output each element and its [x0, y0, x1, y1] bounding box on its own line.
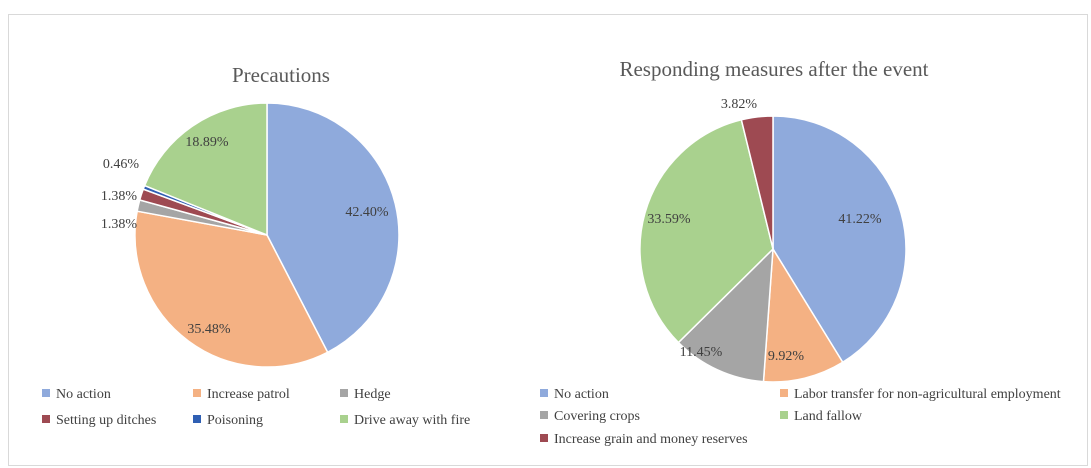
legend-item-setting-up-ditches: Setting up ditches	[42, 413, 156, 428]
legend-label: Poisoning	[207, 413, 263, 428]
legend-swatch	[540, 411, 548, 419]
data-label-no-action: 42.40%	[345, 205, 389, 220]
data-label-hedge: 1.38%	[101, 217, 138, 232]
legend-responding-measures: No action Labor transfer for non-agricult…	[540, 387, 1061, 447]
legend-item-increase-patrol: Increase patrol	[193, 387, 290, 402]
data-label-no-action: 41.22%	[838, 212, 882, 227]
legend-label: Hedge	[354, 387, 391, 402]
pie-slice-covering-crops	[677, 247, 774, 383]
legend-item-no-action: No action	[42, 387, 111, 402]
legend-label: Land fallow	[794, 409, 863, 424]
pie-slice-land-fallow	[639, 118, 774, 344]
data-label-land-fallow: 33.59%	[647, 212, 691, 227]
legend-item-no-action: No action	[540, 387, 609, 402]
legend-label: Increase patrol	[207, 387, 290, 402]
legend-item-increase-grain-and-money-reserves: Increase grain and money reserves	[540, 432, 748, 447]
legend-label: Drive away with fire	[354, 413, 470, 428]
data-label-increase-patrol: 35.48%	[187, 322, 231, 337]
legend-item-labor-transfer-for-non-agricultural-employment: Labor transfer for non-agricultural empl…	[780, 387, 1061, 402]
data-label-poisoning: 0.46%	[103, 157, 140, 172]
legend-label: No action	[56, 387, 111, 402]
legend-label: Setting up ditches	[56, 413, 156, 428]
data-label-labor-transfer-for-non-agricultural-employment: 9.92%	[768, 349, 805, 364]
legend-swatch	[340, 389, 348, 397]
pie-slice-no-action	[772, 115, 907, 364]
legend-item-drive-away-with-fire: Drive away with fire	[340, 413, 470, 428]
legend-swatch	[540, 389, 548, 397]
legend-item-land-fallow: Land fallow	[780, 409, 863, 424]
pie-slice-drive-away-with-fire	[143, 102, 268, 237]
legend-item-poisoning: Poisoning	[193, 413, 263, 428]
legend-swatch	[340, 415, 348, 423]
legend-precautions: No action Increase patrol Hedge Setting up …	[42, 387, 470, 428]
legend-label: No action	[554, 387, 609, 402]
legend-item-covering-crops: Covering crops	[540, 409, 640, 424]
pie-responding-measures: 41.22% 9.92% 11.45% 33.59% 3.82%	[639, 97, 907, 383]
legend-label: Increase grain and money reserves	[554, 432, 748, 447]
legend-swatch	[540, 434, 548, 442]
data-label-drive-away-with-fire: 18.89%	[185, 135, 229, 150]
legend-label: Labor transfer for non-agricultural empl…	[794, 387, 1061, 402]
pie-slice-labor-transfer-for-non-agricultural-employment	[762, 246, 844, 383]
legend-swatch	[193, 415, 201, 423]
legend-swatch	[42, 389, 50, 397]
legend-item-hedge: Hedge	[340, 387, 391, 402]
data-label-setting-up-ditches: 1.38%	[101, 189, 138, 204]
pie-slice-increase-patrol	[134, 210, 329, 368]
data-label-covering-crops: 11.45%	[680, 345, 723, 360]
legend-swatch	[780, 411, 788, 419]
pie-slice-no-action	[266, 102, 400, 354]
legend-swatch	[193, 389, 201, 397]
legend-label: Covering crops	[554, 409, 640, 424]
chart-title-precautions: Precautions	[232, 63, 330, 87]
legend-swatch	[780, 389, 788, 397]
data-label-increase-grain-and-money-reserves: 3.82%	[721, 97, 758, 112]
pie-slice-increase-grain-and-money-reserves	[740, 115, 774, 250]
chart-title-responding-measures: Responding measures after the event	[619, 57, 928, 81]
pie-precautions: 42.40% 35.48% 1.38% 1.38% 0.46% 18.89%	[101, 102, 400, 368]
legend-swatch	[42, 415, 50, 423]
